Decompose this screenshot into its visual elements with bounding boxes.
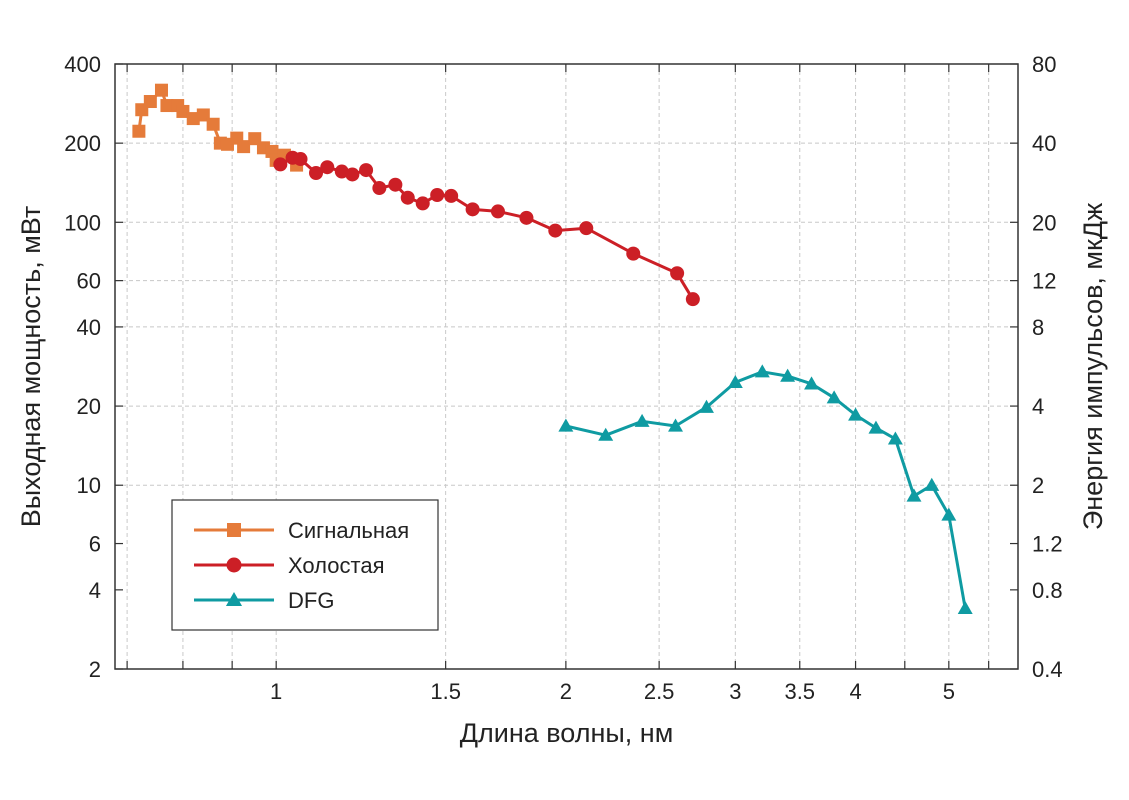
y2-tick-labels: 0.4 0.8 1.2 2 4 8 12 20 40 80 <box>1032 52 1063 682</box>
x-tick-label: 2 <box>560 679 572 704</box>
y-tick-label: 2 <box>89 657 101 682</box>
series-line <box>565 370 967 609</box>
y-tick-label: 10 <box>77 473 101 498</box>
data-point <box>668 418 684 432</box>
data-point <box>196 108 210 122</box>
data-point <box>273 157 288 172</box>
data-point <box>143 95 157 109</box>
x-tick-label: 5 <box>943 679 955 704</box>
legend-marker <box>227 523 241 537</box>
x-tick-label: 3 <box>729 679 741 704</box>
series-1 <box>273 150 700 307</box>
series-2 <box>558 364 973 615</box>
y-tick-label: 20 <box>77 394 101 419</box>
data-point <box>206 117 220 131</box>
data-point <box>154 83 168 97</box>
data-point <box>699 399 714 413</box>
x-tick-label: 1.5 <box>430 679 461 704</box>
y-tick-label: 60 <box>77 269 101 294</box>
data-point <box>430 188 445 203</box>
data-point <box>887 431 903 445</box>
data-point <box>359 163 374 178</box>
data-point <box>388 177 403 192</box>
data-point <box>579 221 594 236</box>
x-tick-label: 4 <box>849 679 861 704</box>
data-point <box>519 210 534 225</box>
y-tick-label: 400 <box>64 52 101 77</box>
data-point <box>415 196 430 211</box>
data-point <box>548 223 563 238</box>
data-point <box>626 246 641 261</box>
x-tick-labels: 1 1.5 2 2.5 3 3.5 4 5 <box>270 679 955 704</box>
x-tick-label: 1 <box>270 679 282 704</box>
data-point <box>906 488 922 502</box>
data-point <box>176 104 190 118</box>
y2-tick-label: 0.8 <box>1032 578 1063 603</box>
y2-tick-label: 80 <box>1032 52 1056 77</box>
data-point <box>685 292 700 307</box>
data-point <box>345 167 360 182</box>
data-point <box>924 477 940 491</box>
data-point <box>598 427 614 441</box>
y2-tick-label: 2 <box>1032 473 1044 498</box>
y-tick-label: 4 <box>89 578 101 603</box>
series-line <box>279 156 695 300</box>
data-point <box>465 202 480 217</box>
y2-tick-label: 40 <box>1032 131 1056 156</box>
y-tick-labels: 2 4 6 10 20 40 60 100 200 400 <box>64 52 101 682</box>
data-point <box>237 140 251 154</box>
plot-frame <box>114 63 1019 670</box>
data-point <box>444 188 459 203</box>
y-tick-label: 200 <box>64 131 101 156</box>
y-tick-label: 6 <box>89 532 101 557</box>
data-point <box>160 99 174 113</box>
series-group <box>132 83 973 615</box>
data-point <box>320 160 335 175</box>
x-axis-label: Длина волны, нм <box>460 718 674 748</box>
data-point <box>670 266 685 281</box>
y2-tick-label: 20 <box>1032 210 1056 235</box>
data-point <box>957 600 973 615</box>
data-point <box>868 420 884 434</box>
data-point <box>754 364 770 378</box>
legend-label: Сигнальная <box>288 518 409 543</box>
tick-marks <box>115 63 1018 670</box>
y2-tick-label: 12 <box>1032 269 1056 294</box>
legend: Сигнальная Холостая DFG <box>171 499 439 631</box>
y-tick-label: 40 <box>77 315 101 340</box>
data-point <box>826 390 842 404</box>
data-point <box>309 165 324 180</box>
x-tick-label: 3.5 <box>784 679 815 704</box>
data-point <box>558 418 574 432</box>
data-point <box>727 374 743 389</box>
legend-label: DFG <box>288 588 334 613</box>
y2-axis-label: Энергия импульсов, мкДж <box>1078 203 1108 530</box>
data-point <box>132 124 146 138</box>
data-point <box>634 413 650 427</box>
data-point <box>293 152 308 167</box>
y2-tick-label: 8 <box>1032 315 1044 340</box>
data-point <box>941 507 957 521</box>
y2-tick-label: 1.2 <box>1032 532 1063 557</box>
data-point <box>372 181 387 196</box>
legend-label: Холостая <box>288 553 384 578</box>
y-tick-label: 100 <box>64 210 101 235</box>
data-point <box>780 368 796 382</box>
y2-tick-label: 4 <box>1032 394 1044 419</box>
data-point <box>804 376 820 390</box>
legend-marker <box>225 591 243 607</box>
data-point <box>400 190 415 205</box>
data-point <box>186 112 200 126</box>
series-0 <box>132 83 304 172</box>
data-point <box>848 407 864 421</box>
data-point <box>334 164 349 179</box>
y2-tick-label: 0.4 <box>1032 657 1063 682</box>
data-point <box>490 204 505 219</box>
legend-marker <box>226 557 242 573</box>
y-axis-label: Выходная мощность, мВт <box>16 206 46 528</box>
x-tick-label: 2.5 <box>644 679 675 704</box>
